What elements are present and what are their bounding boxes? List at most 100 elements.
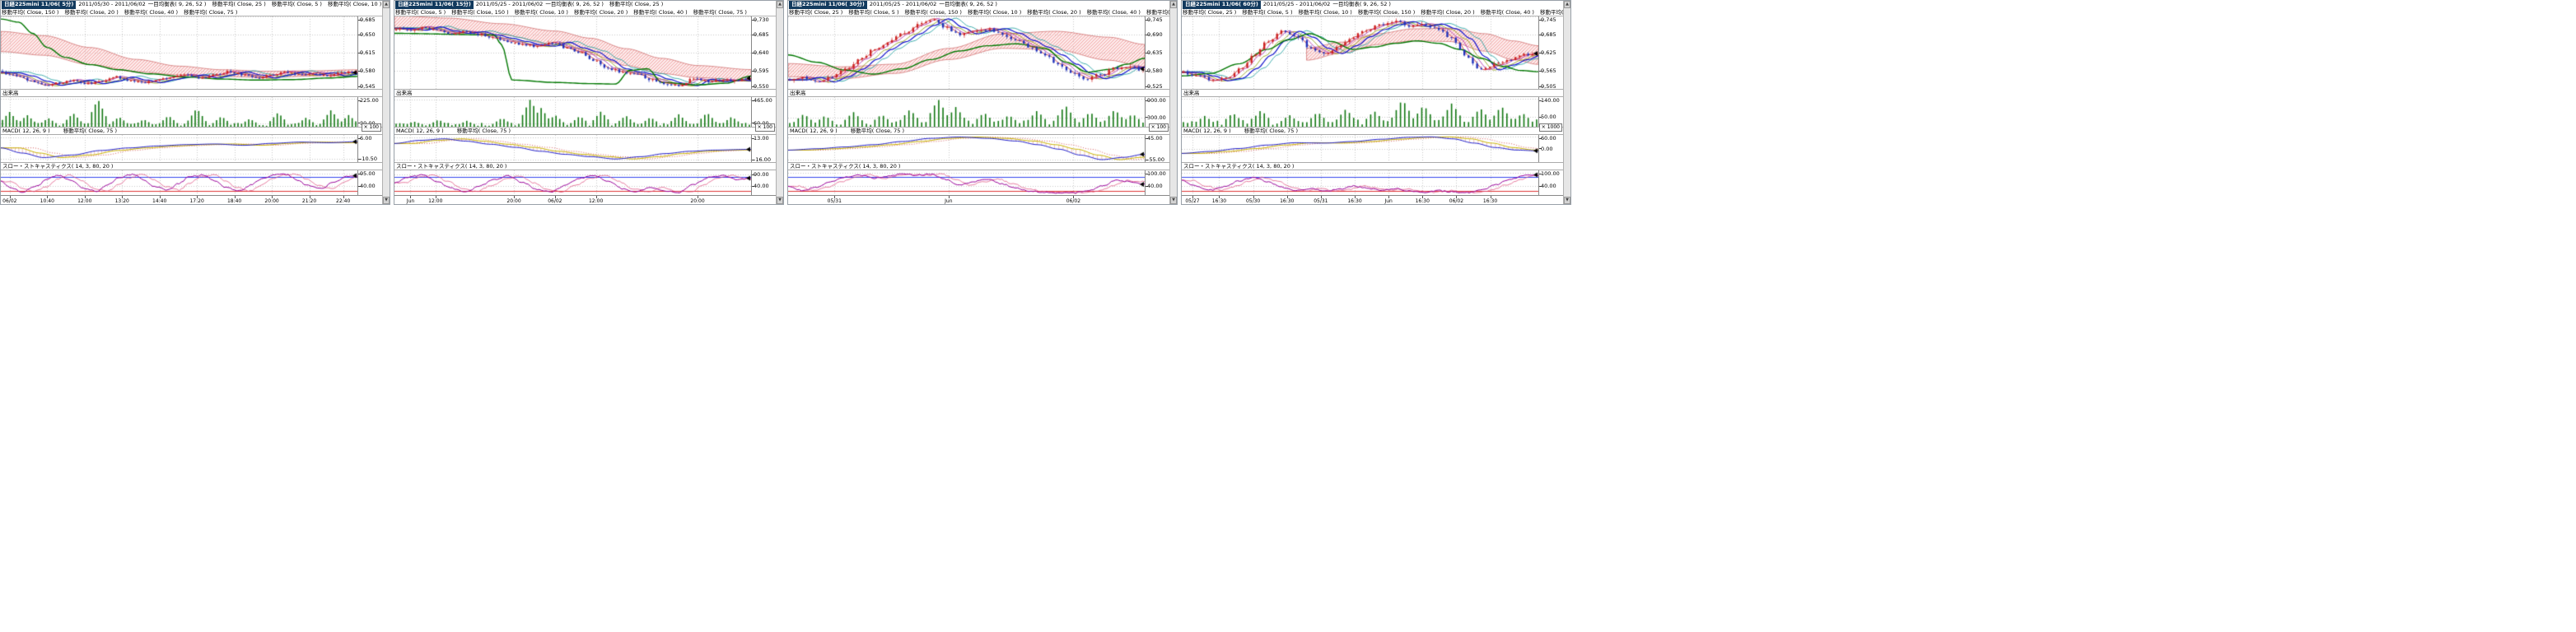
macd-axis: 60.00 0.00 — [1538, 135, 1563, 162]
axis-tick-label: 40.00 — [754, 183, 769, 190]
axis-tick-label: -10.50 — [360, 156, 377, 163]
axis-tick-label: 225.00 — [360, 97, 379, 104]
macd-chart[interactable] — [394, 135, 751, 162]
panel-header: 日経225mini 11/06( 60分) 2011/05/25 - 2011/… — [1182, 1, 1563, 16]
time-axis-label: 06/02 — [548, 198, 562, 204]
indicator-label: 移動平均( Close, 75 ) — [1539, 8, 1563, 16]
volume-section: 465.00 60.00 — [394, 96, 776, 127]
time-axis-label: Jun — [945, 198, 953, 204]
time-axis-label: 06/02 — [1449, 198, 1464, 204]
axis-tick-label: 9,690 — [1147, 31, 1163, 38]
time-axis-label: 16:30 — [1415, 198, 1430, 204]
volume-axis: 900.00 300.00 — [1145, 97, 1169, 127]
stoch-label-band: スロー・ストキャスティクス( 14, 3, 80, 20 ) — [1182, 162, 1563, 170]
indicator-label: 移動平均( Close, 20 ) — [1421, 8, 1475, 16]
volume-section: 140.00 50.00 — [1182, 96, 1563, 127]
axis-tick-label: 13.00 — [754, 135, 769, 142]
macd-chart[interactable] — [1182, 135, 1538, 162]
axis-tick-label: 9,615 — [360, 49, 376, 56]
macd-ma-label: 移動平均( Close, 75 ) — [63, 128, 118, 134]
scroll-down-icon[interactable]: ▼ — [1564, 197, 1570, 204]
axis-tick-label: 9,580 — [1147, 67, 1163, 74]
indicator-label: 移動平均( Close, 20 ) — [573, 8, 628, 16]
time-axis-label: 18:40 — [226, 198, 242, 204]
volume-multiplier-badge: × 1000 — [1538, 123, 1562, 132]
time-axis-label: 05/31 — [1314, 198, 1328, 204]
indicator-label: 移動平均( Close, 40 ) — [1086, 8, 1141, 16]
stoch-chart[interactable] — [1, 170, 357, 195]
volume-label: 出来高 — [1183, 90, 1200, 96]
indicator-label: 移動平均( Close, 10 ) — [967, 8, 1022, 16]
indicator-label: 移動平均( Close, 150 ) — [2, 8, 59, 16]
time-axis-label: Jun — [406, 198, 415, 204]
vertical-scrollbar[interactable]: ▲ ▼ — [382, 1, 390, 204]
chart-title: 日経225mini 11/06( 60分) — [1183, 1, 1261, 9]
scroll-down-icon[interactable]: ▼ — [777, 197, 783, 204]
axis-tick-label: 0.00 — [1541, 145, 1553, 152]
volume-multiplier-badge: × 100 — [754, 123, 775, 132]
price-section: 9,745 9,690 9,635 9,580 9,525 — [788, 16, 1169, 90]
price-chart[interactable] — [1, 16, 357, 89]
indicator-label: 移動平均( Close, 10 ) — [327, 1, 382, 8]
indicator-label: 移動平均( Close, 25 ) — [1183, 8, 1237, 16]
chart-title: 日経225mini 11/06( 30分) — [789, 1, 867, 9]
axis-tick-label: 9,650 — [360, 31, 376, 38]
indicator-list-line2: 移動平均( Close, 5 ) 移動平均( Close, 150 ) 移動平均( … — [395, 9, 747, 16]
axis-tick-label: 9,745 — [1541, 16, 1556, 23]
date-range: 2011/05/25 - 2011/06/02 — [475, 1, 544, 8]
volume-label-band: 出来高 — [394, 89, 776, 96]
scroll-down-icon[interactable]: ▼ — [383, 197, 390, 204]
stoch-section: 95.00 40.00 — [1, 170, 382, 195]
indicator-list-line1: 一目均衡表( 9, 26, 52 ) — [1332, 1, 1391, 8]
stoch-chart[interactable] — [394, 170, 751, 195]
scroll-up-icon[interactable]: ▲ — [383, 1, 390, 8]
time-axis-label: 12:00 — [588, 198, 604, 204]
stoch-chart[interactable] — [1182, 170, 1538, 195]
axis-tick-label: 40.00 — [1147, 183, 1163, 190]
scroll-up-icon[interactable]: ▲ — [1564, 1, 1570, 8]
scroll-up-icon[interactable]: ▲ — [777, 1, 783, 8]
volume-label: 出来高 — [396, 90, 413, 96]
volume-chart[interactable] — [394, 97, 751, 127]
volume-chart[interactable] — [788, 97, 1145, 127]
panel-header: 日経225mini 11/06( 30分) 2011/05/25 - 2011/… — [788, 1, 1169, 16]
scroll-down-icon[interactable]: ▼ — [1170, 197, 1177, 204]
vertical-scrollbar[interactable]: ▲ ▼ — [1169, 1, 1177, 204]
macd-ma-label: 移動平均( Close, 75 ) — [850, 128, 905, 134]
axis-tick-label: 9,730 — [754, 16, 769, 23]
volume-chart[interactable] — [1182, 97, 1538, 127]
volume-axis: 465.00 60.00 — [751, 97, 776, 127]
indicator-label: 移動平均( Close, 20 ) — [1027, 8, 1081, 16]
axis-tick-label: 465.00 — [754, 97, 772, 104]
stoch-label: スロー・ストキャスティクス( 14, 3, 80, 20 ) — [396, 163, 507, 170]
macd-section: 45.00 -55.00 — [788, 134, 1169, 163]
time-axis-label: 16:30 — [1347, 198, 1362, 204]
date-range: 2011/05/30 - 2011/06/02 — [78, 1, 146, 8]
indicator-label: 移動平均( Close, 25 ) — [212, 1, 266, 8]
price-chart[interactable] — [394, 16, 751, 89]
volume-chart[interactable] — [1, 97, 357, 127]
indicator-label: 移動平均( Close, 25 ) — [789, 8, 843, 16]
axis-tick-label: 140.00 — [1541, 97, 1560, 104]
vertical-scrollbar[interactable]: ▲ ▼ — [1563, 1, 1570, 204]
stoch-label: スロー・ストキャスティクス( 14, 3, 80, 20 ) — [1183, 163, 1295, 170]
indicator-list-line2: 移動平均( Close, 150 ) 移動平均( Close, 20 ) 移動平均(… — [2, 9, 237, 16]
axis-tick-label: 100.00 — [1147, 170, 1166, 177]
stoch-chart[interactable] — [788, 170, 1145, 195]
axis-tick-label: 9,635 — [1147, 49, 1163, 56]
axis-tick-label: -16.00 — [754, 156, 771, 163]
axis-tick-label: 9,525 — [1147, 83, 1163, 90]
macd-chart[interactable] — [1, 135, 357, 162]
macd-chart[interactable] — [788, 135, 1145, 162]
price-chart[interactable] — [1182, 16, 1538, 89]
price-chart[interactable] — [788, 16, 1145, 89]
vertical-scrollbar[interactable]: ▲ ▼ — [776, 1, 783, 204]
time-axis-label: 17:20 — [189, 198, 204, 204]
time-axis-label: 06/02 — [2, 198, 17, 204]
time-axis-label: 05/31 — [827, 198, 842, 204]
price-section: 9,730 9,685 9,640 9,595 9,550 — [394, 16, 776, 90]
axis-tick-label: 9,580 — [360, 67, 376, 74]
scroll-up-icon[interactable]: ▲ — [1170, 1, 1177, 8]
macd-axis: 13.00 -16.00 — [751, 135, 776, 163]
